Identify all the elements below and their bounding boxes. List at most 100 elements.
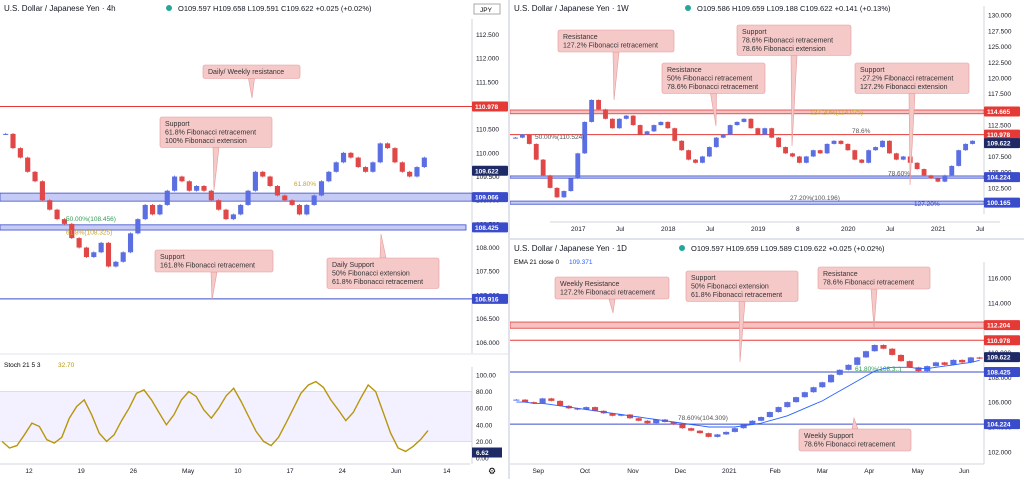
chart-4h-canvas[interactable]: U.S. Dollar / Japanese Yen · 4h O109.597… [0, 0, 508, 479]
price-axis-tick: 127.500 [988, 28, 1012, 35]
price-tag [984, 367, 1020, 378]
panel-divider[interactable] [508, 0, 510, 479]
annotation-callout[interactable] [202, 64, 301, 79]
price-tag [984, 335, 1020, 346]
annotation-callout[interactable] [854, 62, 970, 94]
price-axis-tick: 106.000 [988, 400, 1012, 407]
chart-panel-1w[interactable]: U.S. Dollar / Japanese Yen · 1W O109.586… [510, 0, 1024, 238]
candle-1d-candle [862, 351, 870, 358]
price-tag [472, 165, 508, 176]
currency-badge[interactable] [473, 3, 501, 15]
candle-1w-candle [838, 140, 844, 144]
candle-1w-candle [665, 121, 671, 129]
candle-1d-candle [696, 430, 703, 434]
time-axis-tick: 2018 [661, 226, 676, 233]
panel-divider[interactable] [510, 238, 1024, 240]
candle-1d-candle [950, 359, 957, 365]
candle-1w-candle [866, 150, 872, 163]
price-axis-tick: 130.000 [988, 13, 1012, 20]
price-axis-tick: 109.500 [476, 174, 500, 181]
candle-1d-candle [557, 400, 564, 406]
fib-label: 127.20%(114.075) [810, 109, 863, 116]
price-tag-label: 100.165 [987, 200, 1011, 207]
price-tag [984, 138, 1020, 149]
candle-1d-candle [626, 414, 634, 419]
candle-1w-candle [900, 156, 906, 160]
chart-panel-4h[interactable]: U.S. Dollar / Japanese Yen · 4h O109.597… [0, 0, 508, 479]
chart-title-1w: U.S. Dollar / Japanese Yen · 1W [514, 4, 629, 13]
annotation-text: 127.2% Fibonacci retracement [560, 290, 655, 297]
annotation-callout[interactable] [554, 276, 670, 300]
fib-label: 61.80% [294, 181, 316, 188]
candle-1w-candle [609, 118, 615, 129]
currency-badge-label: JPY [480, 7, 493, 14]
candle-1w-candle [672, 128, 678, 141]
chart-1w-canvas[interactable]: U.S. Dollar / Japanese Yen · 1W O109.586… [510, 0, 1024, 238]
annotation-callout[interactable] [557, 29, 675, 53]
annotation-callout[interactable] [798, 428, 912, 452]
annotation-callout[interactable] [661, 62, 766, 94]
price-tag [472, 293, 508, 304]
candle-1w-candle [949, 165, 955, 176]
candle-1w-candle [630, 115, 636, 126]
stoch-axis-tick: 100.00 [476, 373, 496, 380]
support-zone-109066 [0, 192, 473, 202]
price-axis-tick: 114.000 [988, 300, 1011, 307]
annotation-callout[interactable] [326, 257, 440, 289]
candle-1w-candle [575, 153, 581, 179]
annotation-callout[interactable] [685, 270, 799, 302]
annotation-text: Support [691, 275, 716, 282]
candle-1w-candle [942, 175, 948, 182]
candle-1w-candle [513, 137, 518, 139]
annotation-text: 50% Fibonacci extension [691, 284, 769, 291]
gear-icon[interactable]: ⚙ [488, 466, 496, 476]
candle-4h-candle [105, 242, 112, 267]
candle-4h-candle [164, 190, 170, 205]
ema-value: 109.371 [569, 259, 593, 266]
annotation-text: 61.8% Fibonacci retracement [332, 279, 423, 286]
candle-1d-candle [959, 359, 966, 363]
price-axis-tick: 125.000 [988, 44, 1012, 51]
time-axis-tick: 2021 [722, 468, 737, 475]
price-tag [984, 419, 1020, 430]
candle-1d-candle [758, 417, 765, 421]
candle-1d-candle [705, 433, 712, 437]
candle-1w-candle [568, 178, 574, 192]
annotation-pointer [248, 78, 255, 99]
annotation-pointer [210, 271, 218, 301]
candle-1w-candle [880, 140, 885, 148]
annotation-callout[interactable] [154, 249, 274, 273]
market-status-icon [685, 5, 691, 11]
support-zone-108425 [0, 224, 467, 231]
price-axis-tick: 112.500 [988, 123, 1011, 130]
annotation-callout[interactable] [736, 24, 852, 56]
candle-1d-candle [731, 428, 738, 432]
time-axis-tick: Sep [532, 468, 544, 475]
candle-1d-candle [784, 402, 791, 408]
price-tag-label: 110.978 [987, 338, 1011, 345]
ema-label: EMA 21 close 0 [514, 259, 560, 266]
time-axis-tick: 12 [25, 468, 33, 475]
price-tag-label: 112.204 [987, 323, 1011, 330]
chart-panel-1d[interactable]: U.S. Dollar / Japanese Yen · 1D O109.597… [510, 240, 1024, 479]
ema-line [516, 359, 980, 428]
price-tag-label: 104.224 [987, 422, 1011, 429]
candle-1w-candle [727, 125, 733, 135]
time-axis-tick: 14 [443, 468, 451, 475]
annotation-callout[interactable] [159, 116, 273, 148]
candle-4h-candle [39, 181, 45, 201]
candle-1w-candle [561, 191, 567, 198]
annotation-callout[interactable] [817, 266, 931, 290]
chart-1d-canvas[interactable]: U.S. Dollar / Japanese Yen · 1D O109.597… [510, 240, 1024, 479]
candle-4h-candle [69, 223, 75, 239]
candle-1d-candle [548, 398, 555, 401]
price-tag-label: 106.916 [475, 296, 499, 303]
candle-1w-candle [748, 118, 754, 129]
candle-4h-candle [179, 176, 185, 182]
candle-1w-candle [686, 150, 692, 160]
candle-1d-candle [583, 407, 590, 410]
candle-1d-candle [897, 354, 905, 362]
candle-1d-candle [932, 362, 939, 367]
candle-4h-candle [223, 209, 229, 220]
candle-1d-candle [793, 397, 800, 403]
